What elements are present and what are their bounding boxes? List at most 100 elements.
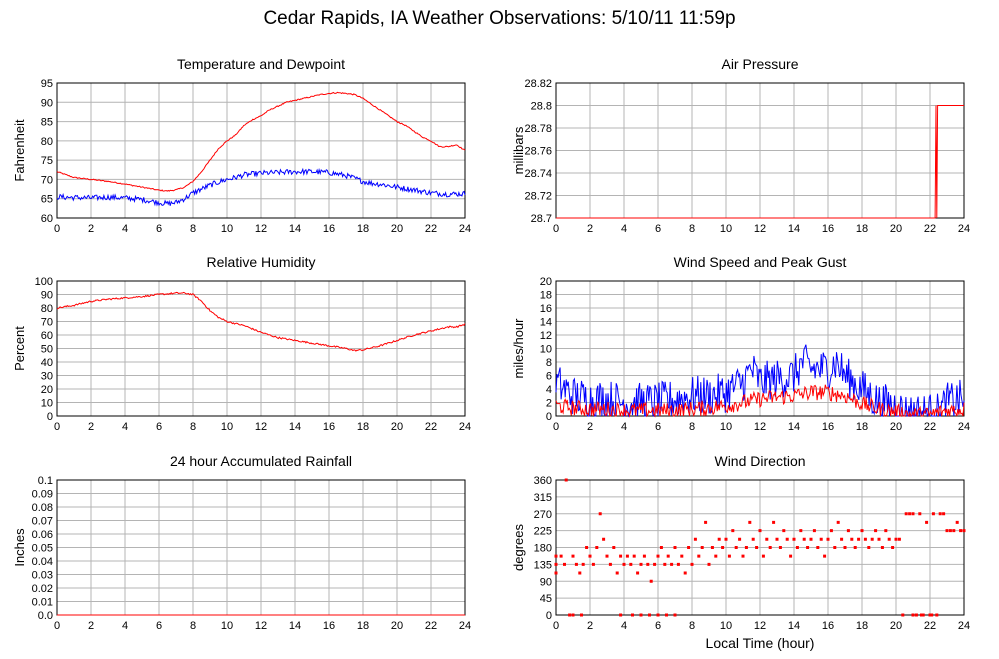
direction-point (676, 562, 680, 566)
direction-point (778, 546, 782, 549)
x-tick-label: 16 (323, 223, 335, 235)
direction-point (591, 562, 595, 566)
direction-point (714, 554, 718, 558)
x-tick-label: 10 (221, 223, 233, 235)
y-tick-label: 0.03 (32, 570, 53, 582)
direction-point (581, 562, 585, 566)
y-tick-label: 0.05 (32, 543, 53, 555)
y-tick-label: 180 (534, 543, 552, 555)
direction-point (911, 613, 915, 617)
direction-point (955, 520, 959, 524)
direction-point (738, 537, 742, 541)
y-tick-label: 28.72 (524, 191, 552, 203)
direction-point (894, 537, 898, 541)
direction-point (659, 546, 663, 549)
y-tick-label: 95 (41, 78, 53, 90)
x-tick-label: 6 (156, 620, 162, 632)
direction-point (554, 562, 558, 566)
direction-point (897, 537, 901, 541)
y-tick-label: 6 (546, 371, 552, 383)
y-tick-label: 80 (41, 136, 53, 148)
x-tick-label: 4 (621, 620, 627, 632)
y-tick-label: 85 (41, 117, 53, 129)
direction-point (829, 529, 833, 533)
direction-point (571, 554, 575, 558)
direction-point (843, 546, 847, 549)
y-tick-label: 60 (41, 213, 53, 225)
x-tick-label: 18 (856, 223, 868, 235)
x-tick-label: 20 (890, 223, 902, 235)
direction-point (632, 554, 636, 558)
direction-point (755, 546, 759, 549)
y-tick-label: 0.0 (38, 610, 53, 622)
x-tick-label: 14 (289, 421, 301, 433)
y-tick-label: 0.09 (32, 489, 53, 501)
x-tick-label: 4 (122, 620, 128, 632)
series-line-red (556, 105, 964, 219)
x-tick-label: 10 (720, 620, 732, 632)
x-tick-label: 8 (190, 223, 196, 235)
direction-point (631, 613, 634, 617)
chart-title: Relative Humidity (207, 254, 316, 270)
x-tick-label: 12 (255, 421, 267, 433)
y-tick-label: 0.01 (32, 597, 53, 609)
direction-point (744, 546, 748, 549)
x-tick-label: 22 (425, 421, 437, 433)
direction-point (860, 529, 864, 533)
x-tick-label: 0 (553, 620, 559, 632)
direction-point (680, 554, 684, 558)
x-tick-label: 24 (459, 620, 471, 632)
x-tick-label: 24 (958, 421, 970, 433)
y-tick-label: 315 (534, 492, 552, 504)
x-tick-label: 18 (357, 620, 369, 632)
direction-point (816, 546, 820, 549)
direction-point (721, 546, 725, 549)
y-tick-label: 0 (546, 610, 552, 622)
x-tick-label: 18 (357, 421, 369, 433)
direction-point (768, 546, 772, 549)
direction-point (666, 554, 670, 558)
direction-point (717, 537, 721, 541)
y-tick-label: 28.82 (524, 78, 552, 90)
direction-point (602, 537, 606, 541)
x-tick-label: 2 (88, 223, 94, 235)
direction-point (928, 613, 932, 617)
y-tick-label: 40 (41, 357, 53, 369)
x-tick-label: 2 (587, 620, 593, 632)
direction-point (761, 554, 765, 558)
direction-point (665, 613, 668, 617)
x-tick-label: 22 (924, 620, 936, 632)
series-line-red (555, 384, 965, 418)
direction-point (727, 554, 731, 558)
direction-point (901, 613, 905, 617)
x-tick-label: 14 (289, 620, 301, 632)
y-tick-label: 0.02 (32, 583, 53, 595)
direction-point (880, 546, 884, 549)
x-tick-label: 8 (190, 421, 196, 433)
direction-point (595, 546, 599, 549)
y-tick-label: 0.04 (32, 556, 53, 568)
direction-point (942, 512, 946, 516)
y-tick-label: 90 (41, 290, 53, 302)
x-tick-label: 20 (391, 620, 403, 632)
x-tick-label: 10 (221, 421, 233, 433)
direction-point (580, 613, 583, 617)
direction-point (639, 562, 643, 566)
direction-point (636, 571, 640, 575)
direction-point (687, 546, 691, 549)
direction-point (748, 520, 752, 524)
direction-point (710, 546, 714, 549)
x-tick-label: 24 (958, 620, 970, 632)
direction-point (921, 613, 925, 617)
direction-point (648, 613, 651, 617)
y-axis-label: Fahrenheit (12, 119, 27, 182)
direction-point (925, 520, 929, 524)
x-tick-label: 12 (255, 223, 267, 235)
direction-point (629, 562, 633, 566)
y-tick-label: 225 (534, 526, 552, 538)
direction-point (622, 562, 626, 566)
